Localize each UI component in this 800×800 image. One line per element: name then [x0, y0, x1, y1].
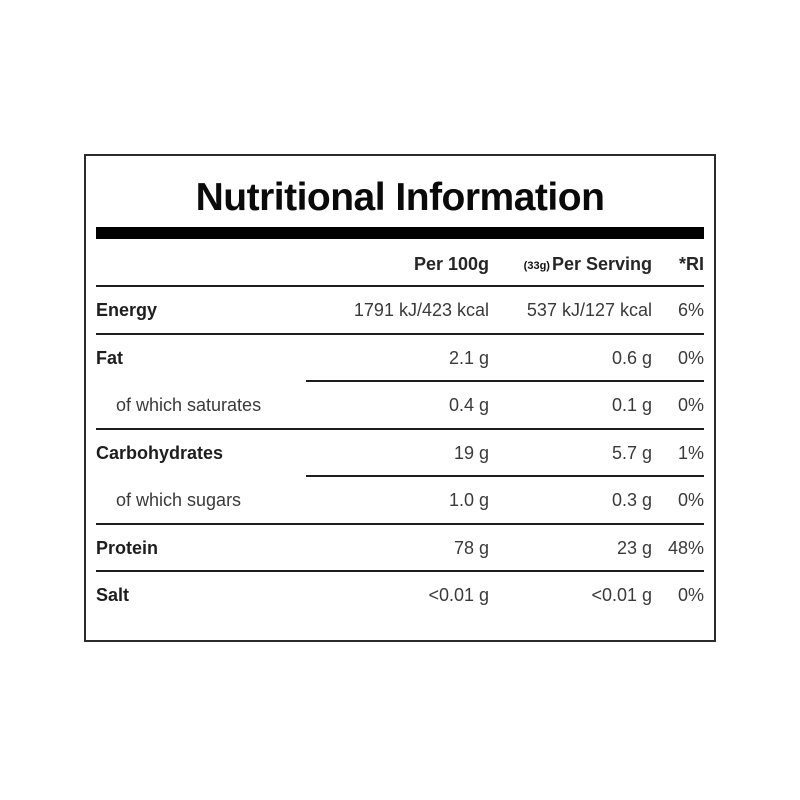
column-header-ri: *RI	[678, 254, 704, 274]
value-ri: 0%	[677, 395, 704, 415]
value-ri: 6%	[677, 300, 704, 320]
value-per-100g: 2.1 g	[448, 348, 489, 368]
title-divider	[96, 227, 704, 239]
table-header-row: Per 100g (33g) Per Serving *RI	[96, 241, 704, 287]
column-header-per-serving: (33g) Per Serving	[524, 241, 652, 287]
per-serving-label: Per Serving	[551, 254, 652, 274]
table-row-sugars: of which sugars 1.0 g 0.3 g 0%	[96, 477, 704, 523]
nutrient-name: Salt	[96, 585, 130, 605]
value-ri: 48%	[667, 538, 704, 558]
row-divider	[96, 285, 704, 287]
table-row-fat: Fat 2.1 g 0.6 g 0%	[96, 335, 704, 381]
value-per-serving: 0.6 g	[611, 348, 652, 368]
value-ri: 0%	[677, 348, 704, 368]
value-per-100g: 1.0 g	[448, 490, 489, 510]
value-per-serving: 0.3 g	[611, 490, 652, 510]
value-per-100g: 19 g	[453, 443, 489, 463]
table-row-salt: Salt <0.01 g <0.01 g 0%	[96, 572, 704, 618]
value-per-100g: 1791 kJ/423 kcal	[353, 300, 489, 320]
nutrient-name: of which sugars	[116, 490, 242, 510]
serving-size: (33g)	[523, 260, 550, 272]
value-ri: 0%	[677, 585, 704, 605]
value-per-serving: 23 g	[616, 538, 652, 558]
row-divider	[96, 333, 704, 335]
column-header-per-100g: Per 100g	[413, 254, 489, 274]
sub-row-divider	[306, 475, 704, 477]
value-per-100g: <0.01 g	[428, 585, 489, 605]
nutrient-name: Carbohydrates	[96, 443, 224, 463]
value-per-100g: 0.4 g	[448, 395, 489, 415]
row-divider	[96, 523, 704, 525]
table-row-energy: Energy 1791 kJ/423 kcal 537 kJ/127 kcal …	[96, 287, 704, 333]
nutrition-label: Nutritional Information Per 100g (33g) Pe…	[84, 154, 716, 642]
row-divider	[96, 570, 704, 572]
value-per-serving: 537 kJ/127 kcal	[526, 300, 652, 320]
value-per-100g: 78 g	[453, 538, 489, 558]
nutrient-name: Fat	[96, 348, 123, 368]
table-row-carbohydrates: Carbohydrates 19 g 5.7 g 1%	[96, 430, 704, 476]
value-per-serving: 5.7 g	[611, 443, 652, 463]
label-title: Nutritional Information	[195, 176, 605, 219]
nutrient-name: Energy	[96, 300, 158, 320]
value-per-serving: <0.01 g	[591, 585, 652, 605]
value-ri: 1%	[677, 443, 704, 463]
table-row-protein: Protein 78 g 23 g 48%	[96, 525, 704, 571]
nutrient-name: Protein	[96, 538, 159, 558]
value-ri: 0%	[677, 490, 704, 510]
value-per-serving: 0.1 g	[611, 395, 652, 415]
nutrient-name: of which saturates	[116, 395, 262, 415]
row-divider	[96, 428, 704, 430]
table-row-saturates: of which saturates 0.4 g 0.1 g 0%	[96, 382, 704, 428]
sub-row-divider	[306, 380, 704, 382]
